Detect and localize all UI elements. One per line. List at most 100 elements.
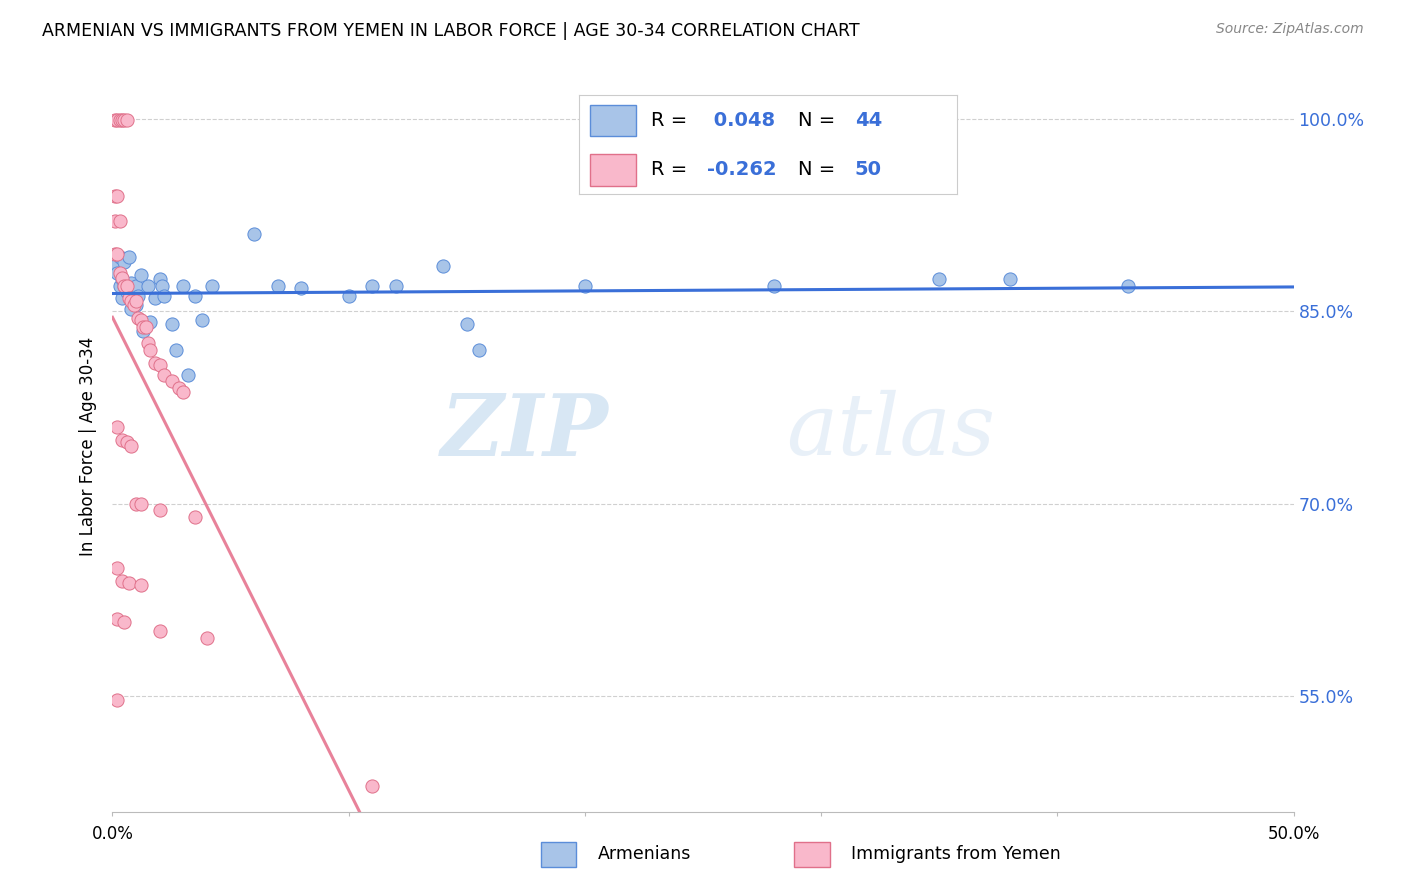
Point xyxy=(125,278,148,293)
Point xyxy=(129,497,152,511)
Text: atlas: atlas xyxy=(786,390,995,473)
Point xyxy=(290,281,312,295)
Point xyxy=(115,113,138,128)
Point xyxy=(191,313,214,327)
Point xyxy=(195,632,218,646)
Point xyxy=(172,385,194,400)
Point xyxy=(111,113,134,128)
Point xyxy=(361,779,384,793)
Point xyxy=(108,278,131,293)
Point xyxy=(125,497,148,511)
Point xyxy=(160,317,183,331)
Text: Armenians: Armenians xyxy=(598,845,690,863)
Point xyxy=(467,343,489,357)
Point xyxy=(111,272,134,286)
Point xyxy=(149,624,172,638)
Point xyxy=(385,278,408,293)
Text: ARMENIAN VS IMMIGRANTS FROM YEMEN IN LABOR FORCE | AGE 30-34 CORRELATION CHART: ARMENIAN VS IMMIGRANTS FROM YEMEN IN LAB… xyxy=(42,22,860,40)
Point xyxy=(118,292,141,306)
Point xyxy=(118,251,141,265)
Point xyxy=(153,368,176,383)
Point xyxy=(104,214,127,228)
Point xyxy=(201,278,224,293)
Point xyxy=(115,285,138,299)
Point xyxy=(129,577,152,591)
Point xyxy=(125,293,148,308)
Point xyxy=(112,278,135,293)
Point xyxy=(115,435,138,450)
Point xyxy=(172,278,194,293)
Point xyxy=(184,289,207,303)
Point xyxy=(928,272,950,286)
Point xyxy=(184,509,207,524)
Point xyxy=(111,574,134,588)
Point xyxy=(118,576,141,591)
Point xyxy=(149,272,172,286)
Point xyxy=(135,319,157,334)
Point xyxy=(108,214,131,228)
Point xyxy=(120,276,142,290)
Point xyxy=(1116,278,1139,293)
Point xyxy=(122,298,145,312)
Point xyxy=(112,278,135,293)
Point xyxy=(104,246,127,260)
Text: ZIP: ZIP xyxy=(440,390,609,473)
Point xyxy=(105,188,128,202)
Point xyxy=(120,301,142,316)
Point xyxy=(115,278,138,293)
Point xyxy=(243,227,266,242)
Point xyxy=(337,289,360,303)
Point xyxy=(127,310,149,325)
Point xyxy=(132,324,155,338)
Point xyxy=(105,561,128,575)
Point xyxy=(762,278,785,293)
Point xyxy=(127,289,149,303)
Point xyxy=(432,260,454,274)
Point xyxy=(105,419,128,434)
Point xyxy=(267,278,290,293)
Point xyxy=(160,374,183,388)
Y-axis label: In Labor Force | Age 30-34: In Labor Force | Age 30-34 xyxy=(79,336,97,556)
Point xyxy=(104,260,127,274)
Point xyxy=(111,292,134,306)
Point xyxy=(132,319,155,334)
Point xyxy=(456,317,478,331)
Point xyxy=(112,113,135,128)
Point xyxy=(136,336,159,351)
Point xyxy=(104,113,127,128)
Point xyxy=(153,289,176,303)
Point xyxy=(105,266,128,280)
Point xyxy=(139,343,162,357)
Point xyxy=(177,368,200,383)
Text: 0.0%: 0.0% xyxy=(91,825,134,843)
Text: Source: ZipAtlas.com: Source: ZipAtlas.com xyxy=(1216,22,1364,37)
Point xyxy=(105,246,128,260)
Point xyxy=(149,358,172,372)
Point xyxy=(143,292,166,306)
Point xyxy=(125,298,148,312)
Text: 50.0%: 50.0% xyxy=(1267,825,1320,843)
Point xyxy=(129,268,152,283)
Point xyxy=(111,433,134,447)
Point xyxy=(104,188,127,202)
Text: Immigrants from Yemen: Immigrants from Yemen xyxy=(851,845,1060,863)
Point xyxy=(105,693,128,707)
Point xyxy=(105,113,128,128)
Point xyxy=(112,255,135,269)
Point xyxy=(120,293,142,308)
Point xyxy=(139,314,162,328)
Point xyxy=(112,615,135,629)
Point xyxy=(574,278,596,293)
Point xyxy=(108,266,131,280)
Point xyxy=(150,278,173,293)
Point xyxy=(108,113,131,128)
Point xyxy=(165,343,187,357)
Point xyxy=(105,612,128,626)
Point xyxy=(149,503,172,517)
Point xyxy=(998,272,1021,286)
Point xyxy=(143,355,166,369)
Point xyxy=(361,278,384,293)
Point xyxy=(129,313,152,327)
Point xyxy=(111,271,134,285)
Point xyxy=(136,278,159,293)
